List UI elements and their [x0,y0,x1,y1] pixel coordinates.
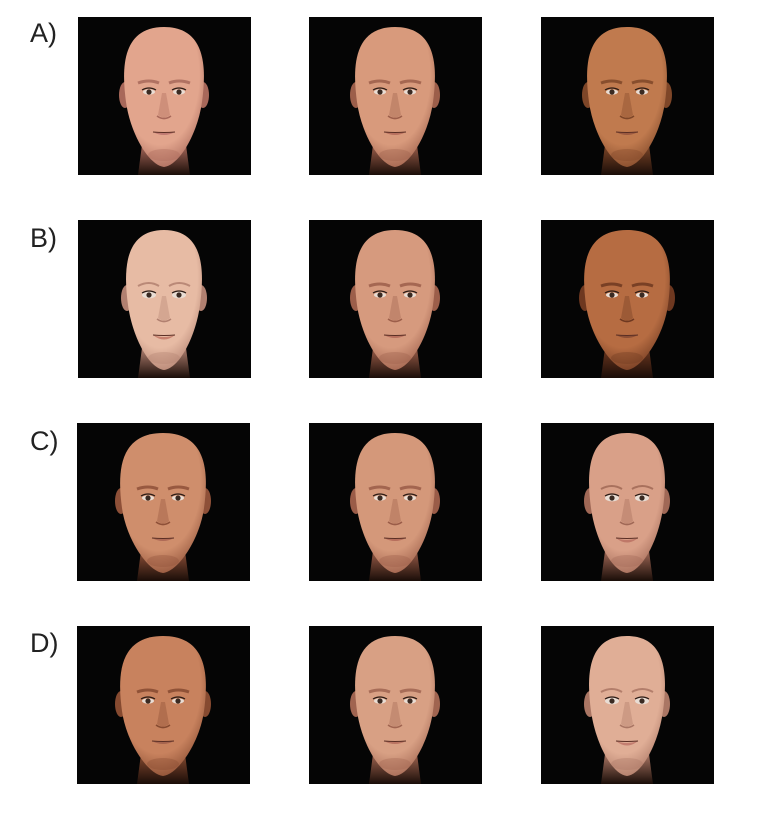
face-render [78,220,251,378]
face-render [309,17,482,175]
face-render [541,626,714,784]
face-image-b2 [309,220,482,378]
face-render [309,423,482,581]
face-image-b3 [541,220,714,378]
face-image-c2 [309,423,482,581]
face-image-c3 [541,423,714,581]
face-render [541,17,714,175]
face-image-c1 [77,423,250,581]
row-label-a: A) [30,18,57,48]
face-image-a2 [309,17,482,175]
face-render [309,626,482,784]
face-image-d3 [541,626,714,784]
face-image-a1 [78,17,251,175]
face-render [78,17,251,175]
face-image-b1 [78,220,251,378]
face-image-d2 [309,626,482,784]
face-render [77,423,250,581]
face-render [541,423,714,581]
row-label-b: B) [30,223,57,253]
face-render [541,220,714,378]
row-label-c: C) [30,426,59,456]
face-render [77,626,250,784]
face-image-a3 [541,17,714,175]
face-image-d1 [77,626,250,784]
row-label-d: D) [30,628,59,658]
face-render [309,220,482,378]
